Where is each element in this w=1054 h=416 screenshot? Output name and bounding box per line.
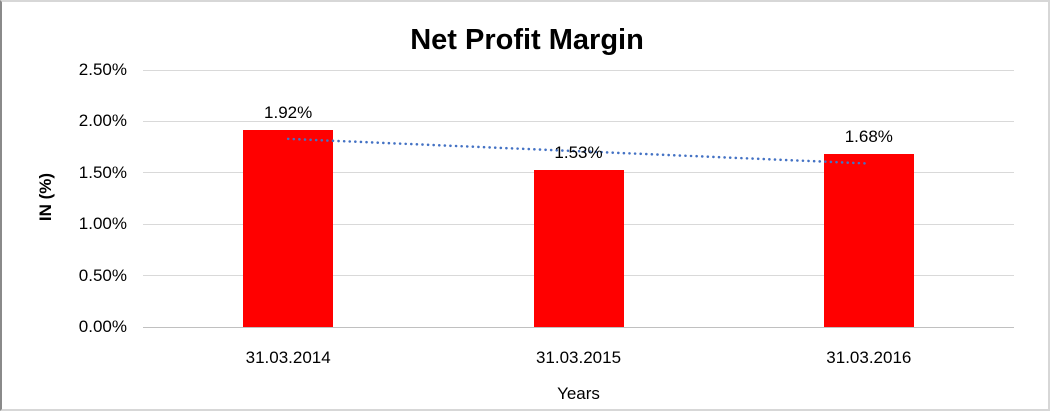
bar-31.03.2015 [533,169,624,327]
data-label: 1.53% [554,142,603,162]
x-axis-line [143,326,1014,328]
chart-title: Net Profit Margin [410,24,644,56]
x-tick-label: 31.03.2016 [826,348,912,367]
x-tick-label: 31.03.2014 [245,348,331,367]
bar-31.03.2016 [823,154,914,327]
y-tick-label: 0.50% [78,265,127,285]
y-tick-label: 0.00% [78,317,127,336]
y-tick-label: 2.50% [78,60,127,79]
gridline [143,69,1014,71]
data-label: 1.92% [264,102,313,122]
data-label: 1.68% [844,127,893,147]
y-tick-label: 1.00% [78,214,127,234]
gridline [143,120,1014,122]
x-axis-title: Years [557,384,600,403]
x-tick-label: 31.03.2015 [535,348,622,367]
y-tick-label: 2.00% [78,111,127,131]
y-tick-label: 1.50% [78,162,127,182]
